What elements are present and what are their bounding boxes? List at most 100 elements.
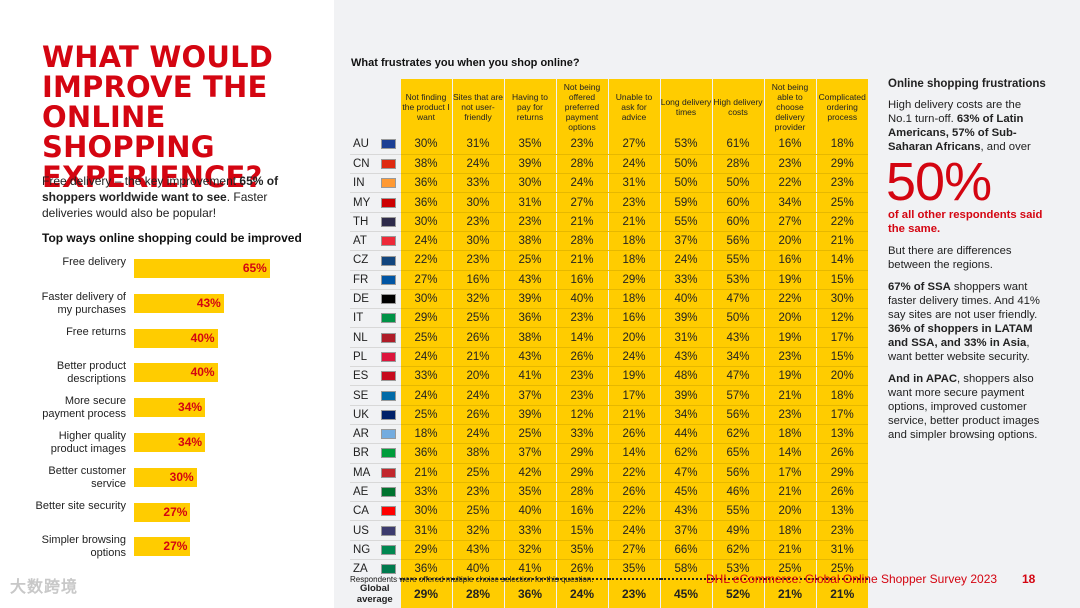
flag-icon <box>381 313 397 324</box>
table-cell: 21% <box>399 463 452 483</box>
table-cell: 23% <box>503 212 556 232</box>
bar: 30% <box>134 467 197 487</box>
table-cell: 23% <box>555 385 608 406</box>
table-row: IT 29% 25% 36% 23% 16% 39% 50% 20% 12% <box>350 308 868 329</box>
table-cell: 14% <box>815 250 868 271</box>
right-panel: What frustrates you when you shop online… <box>334 0 1080 608</box>
flag-icon <box>381 178 397 189</box>
frustrations-table: Not finding the product I want Sites that… <box>350 79 868 608</box>
table-cell: 22% <box>399 250 452 271</box>
average-cell: 52% <box>711 577 764 608</box>
table-cell: 40% <box>451 559 504 580</box>
table-cell: 43% <box>503 347 556 368</box>
table-cell: 16% <box>555 501 608 522</box>
country-code: BR <box>350 443 378 464</box>
flag-icon <box>381 332 397 343</box>
table-cell: 35% <box>503 482 556 503</box>
table-cell: 28% <box>555 482 608 503</box>
table-row: DE 30% 32% 39% 40% 18% 40% 47% 22% 30% <box>350 289 868 310</box>
table-row: UK 25% 26% 39% 12% 21% 34% 56% 23% 17% <box>350 405 868 425</box>
table-cell: 31% <box>451 135 504 155</box>
table-cell: 37% <box>503 385 556 406</box>
table-cell: 47% <box>711 289 764 310</box>
table-cell: 36% <box>399 192 452 213</box>
table-cell: 26% <box>555 559 608 580</box>
flag-cell <box>378 347 400 368</box>
table-cell: 53% <box>659 135 712 155</box>
flag-icon <box>381 255 397 266</box>
footnote: Respondents were offered multiple choice… <box>350 575 594 584</box>
flag-cell <box>378 212 400 232</box>
table-cell: 33% <box>399 366 452 387</box>
table-body: AU 30% 31% 35% 23% 27% 53% 61% 16% 18% CN 38% 24% 39%… <box>350 135 868 608</box>
country-code: AE <box>350 482 378 503</box>
table-cell: 50% <box>711 308 764 329</box>
table-title: What frustrates you when you shop online… <box>351 57 580 69</box>
table-cell: 31% <box>815 540 868 561</box>
table-cell: 30% <box>451 231 504 252</box>
flag-cell <box>378 270 400 290</box>
flag-cell <box>378 308 400 329</box>
bar-row: Better product descriptions 40% <box>0 357 334 391</box>
table-row: ZA 36% 40% 41% 26% 35% 58% 53% 25% 25% <box>350 559 868 580</box>
table-cell: 25% <box>503 250 556 271</box>
table-cell: 23% <box>815 520 868 541</box>
table-cell: 19% <box>763 366 816 387</box>
average-cell: 36% <box>503 577 556 608</box>
table-cell: 23% <box>555 366 608 387</box>
flag-icon <box>381 352 397 362</box>
table-cell: 66% <box>659 540 712 561</box>
table-cell: 20% <box>763 501 816 522</box>
flag-icon <box>381 294 397 305</box>
table-cell: 35% <box>607 559 660 580</box>
table-cell: 29% <box>555 463 608 483</box>
flag-cell <box>378 366 400 387</box>
table-cell: 29% <box>607 270 660 290</box>
table-cell: 16% <box>451 270 504 290</box>
country-code: CA <box>350 501 378 522</box>
table-cell: 30% <box>451 192 504 213</box>
flag-icon <box>381 564 397 575</box>
table-cell: 56% <box>711 231 764 252</box>
table-cell: 18% <box>815 135 868 155</box>
table-cell: 17% <box>815 405 868 425</box>
table-cell: 37% <box>659 520 712 541</box>
table-cell: 23% <box>555 308 608 329</box>
table-cell: 32% <box>451 520 504 541</box>
flag-icon <box>381 429 397 440</box>
table-cell: 24% <box>451 154 504 175</box>
table-cell: 49% <box>711 520 764 541</box>
bar-label: Better product descriptions <box>56 360 126 386</box>
table-cell: 65% <box>711 443 764 464</box>
column-header: Long delivery times <box>659 79 712 135</box>
bar-row: Free returns 40% <box>0 323 334 357</box>
flag-cell <box>378 559 400 580</box>
table-cell: 22% <box>607 501 660 522</box>
table-cell: 62% <box>711 424 764 445</box>
table-cell: 40% <box>659 289 712 310</box>
table-row: SE 24% 24% 37% 23% 17% 39% 57% 21% 18% <box>350 385 868 406</box>
table-cell: 26% <box>607 482 660 503</box>
flag-cell <box>378 250 400 271</box>
table-cell: 30% <box>503 173 556 194</box>
table-cell: 15% <box>815 270 868 290</box>
table-cell: 45% <box>659 482 712 503</box>
table-cell: 24% <box>451 424 504 445</box>
table-cell: 36% <box>399 443 452 464</box>
table-cell: 27% <box>607 540 660 561</box>
column-header: Not being able to choose delivery provid… <box>763 79 816 135</box>
flag-cell <box>378 173 400 194</box>
table-cell: 17% <box>815 327 868 348</box>
country-code: IN <box>350 173 378 194</box>
table-cell: 25% <box>399 405 452 425</box>
flag-cell <box>378 520 400 541</box>
table-cell: 26% <box>815 482 868 503</box>
table-cell: 29% <box>399 308 452 329</box>
table-cell: 43% <box>711 327 764 348</box>
table-cell: 22% <box>763 289 816 310</box>
table-cell: 20% <box>763 231 816 252</box>
table-cell: 35% <box>555 540 608 561</box>
table-cell: 38% <box>399 154 452 175</box>
bar-label: Higher quality product images <box>50 430 126 455</box>
country-code: NG <box>350 540 378 561</box>
